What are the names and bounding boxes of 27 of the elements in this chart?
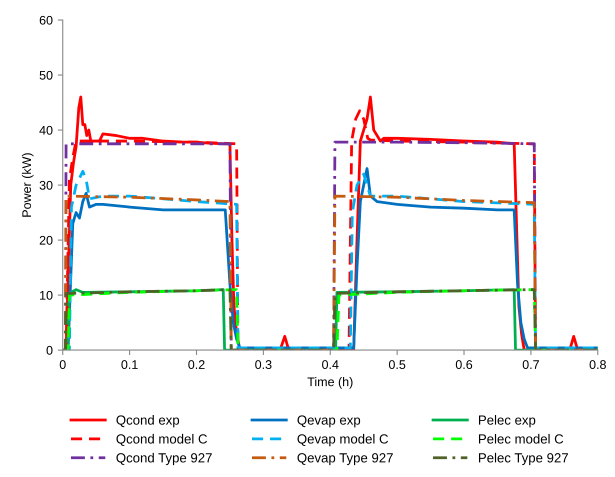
x-tick-label: 0.8 (590, 360, 606, 370)
x-axis-title: Time (h) (308, 377, 353, 389)
y-tick-label: 30 (40, 180, 53, 190)
x-tick-label: 0.5 (388, 360, 406, 370)
y-tick-label: 10 (40, 290, 53, 300)
legend-label: Qevap model C (297, 434, 388, 446)
x-tick-label: 0.2 (188, 360, 205, 370)
y-tick-label: 0 (46, 346, 53, 355)
x-tick-label: 0.7 (522, 360, 539, 370)
y-tick-label: 20 (40, 236, 53, 245)
legend-label: Qevap exp (297, 415, 360, 428)
y-tick-label: 50 (40, 70, 53, 80)
x-tick-label: 0 (60, 360, 66, 370)
legend-label: Qcond exp (116, 415, 180, 428)
x-tick-label: 0.6 (456, 360, 472, 370)
y-tick-label: 60 (40, 16, 53, 25)
x-tick-label: 0.3 (255, 360, 272, 370)
legend-label: Qevap Type 927 (297, 453, 393, 466)
y-axis-title: Power (kW) (22, 153, 34, 217)
x-tick-label: 0.1 (121, 360, 138, 370)
legend-label: Qcond model C (116, 434, 208, 446)
legend-label: Pelec exp (478, 415, 536, 428)
x-tick-label: 0.4 (322, 360, 339, 370)
legend-label: Qcond Type 927 (116, 452, 212, 466)
legend-label: Pelec model C (478, 434, 564, 444)
y-tick-label: 40 (39, 126, 53, 135)
legend-label: Pelec Type 927 (478, 452, 568, 466)
